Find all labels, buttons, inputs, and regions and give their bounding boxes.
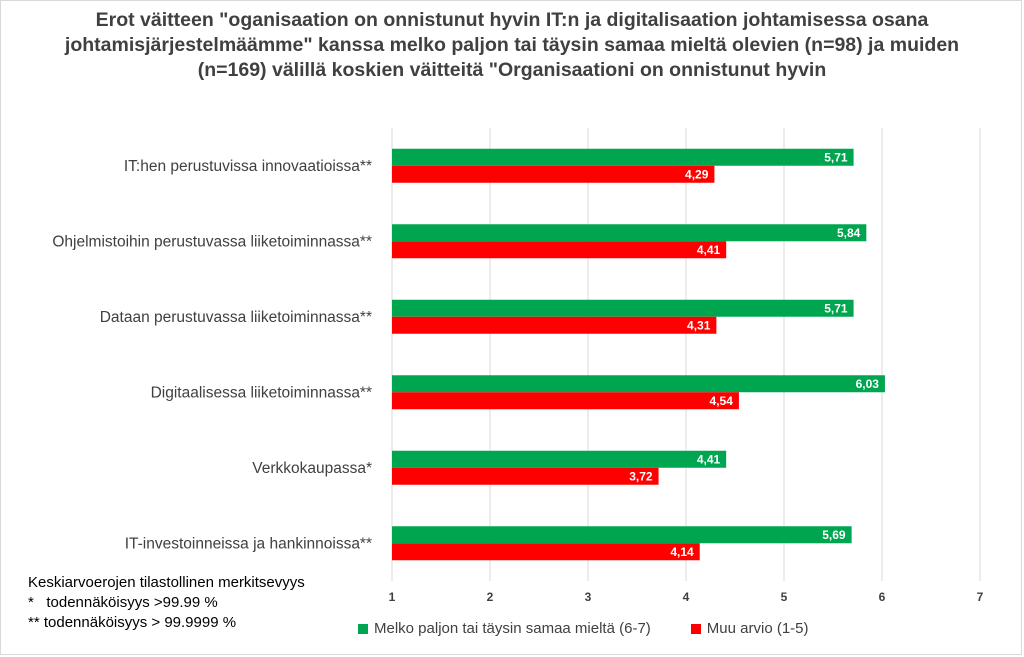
data-label-s2-c2: 4,41 — [697, 243, 721, 257]
data-label-s1-c1: 5,71 — [824, 150, 848, 164]
legend-label-series-1: Melko paljon tai täysin samaa mieltä (6-… — [374, 620, 651, 637]
legend: Melko paljon tai täysin samaa mieltä (6-… — [358, 620, 809, 637]
gridlines — [391, 128, 981, 581]
data-label-s1-c6: 5,69 — [822, 528, 846, 542]
bar-s2-c2 — [392, 241, 727, 259]
bar-s1-c1 — [392, 148, 854, 166]
category-label-4: Digitaalisessa liiketoiminnassa** — [151, 384, 372, 401]
x-tick-label-4: 4 — [683, 590, 690, 604]
data-label-s1-c3: 5,71 — [824, 301, 848, 315]
x-tick-label-2: 2 — [487, 590, 494, 604]
bar-s1-c4 — [392, 375, 885, 393]
x-tick-label-3: 3 — [585, 590, 592, 604]
bar-s1-c5 — [392, 450, 727, 468]
category-label-6: IT-investoinneissa ja hankinnoissa** — [125, 535, 372, 552]
data-label-s2-c5: 3,72 — [629, 469, 653, 483]
data-label-s1-c4: 6,03 — [856, 377, 880, 391]
x-tick-label-7: 7 — [977, 590, 984, 604]
x-axis-ticks: 1 2 3 4 5 6 7 — [389, 590, 984, 604]
x-tick-label-6: 6 — [879, 590, 886, 604]
data-label-s1-c2: 5,84 — [837, 226, 861, 240]
category-label-2: Ohjelmistoihin perustuvassa liiketoiminn… — [52, 233, 372, 250]
bar-s2-c3 — [392, 316, 717, 334]
legend-swatch-green — [358, 623, 368, 634]
chart-title: Erot väitteen "oganisaation on onnistunu… — [64, 9, 960, 81]
data-label-s1-c5: 4,41 — [697, 452, 721, 466]
data-label-s2-c1: 4,29 — [685, 167, 709, 181]
legend-swatch-red — [690, 623, 701, 634]
x-tick-label-1: 1 — [389, 590, 396, 604]
notes-single-star: * todennäköisyys >99.99 % — [28, 594, 218, 611]
significance-notes: Keskiarvoerojen tilastollinen merkitsevy… — [28, 573, 305, 633]
category-label-1: IT:hen perustuvissa innovaatioissa** — [124, 158, 372, 175]
legend-label-series-2: Muu arvio (1-5) — [706, 620, 809, 637]
data-label-s2-c3: 4,31 — [687, 318, 711, 332]
bar-s2-c4 — [392, 392, 739, 410]
bar-s1-c2 — [392, 224, 867, 242]
data-label-s2-c4: 4,54 — [710, 394, 734, 408]
notes-heading: Keskiarvoerojen tilastollinen merkitsevy… — [28, 574, 305, 591]
bar-s2-c1 — [392, 165, 715, 183]
bar-s1-c6 — [392, 526, 852, 544]
legend-item-series-2: Muu arvio (1-5) — [690, 620, 809, 637]
category-label-5: Verkkokaupassa* — [252, 460, 372, 477]
legend-item-series-1: Melko paljon tai täysin samaa mieltä (6-… — [358, 620, 651, 637]
x-tick-label-5: 5 — [781, 590, 788, 604]
bar-s2-c6 — [392, 543, 700, 561]
bar-s1-c3 — [392, 299, 854, 317]
bar-s2-c5 — [392, 467, 659, 485]
notes-double-star: ** todennäköisyys > 99.9999 % — [28, 614, 237, 631]
data-label-s2-c6: 4,14 — [670, 545, 694, 559]
category-labels: IT:hen perustuvissa innovaatioissa** Ohje… — [52, 158, 372, 553]
category-label-3: Dataan perustuvassa liiketoiminnassa** — [100, 309, 372, 326]
bars: 5,71 4,29 5,84 4,41 5,71 4,31 6,03 4,54 4,41 3,72… — [392, 148, 885, 561]
